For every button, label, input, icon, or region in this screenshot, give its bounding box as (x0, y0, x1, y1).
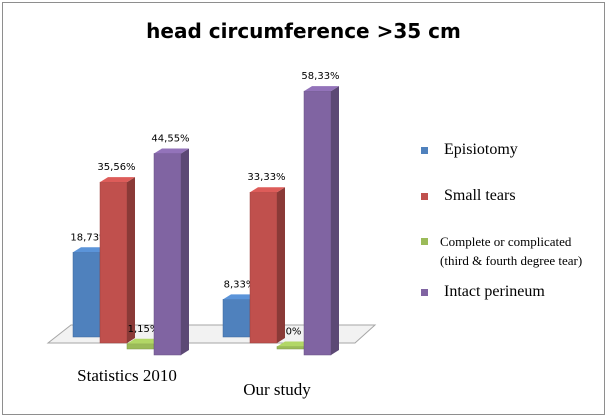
data-label-statistics-2010-small-tears: 35,56% (97, 162, 135, 173)
bar-top-our-study-intact-perineum (304, 86, 339, 92)
category-label-our-study: Our study (243, 380, 311, 399)
bar-top-our-study-episiotomy (223, 294, 258, 300)
legend-swatch-episiotomy (421, 147, 428, 154)
bar-side-our-study-small-tears (277, 187, 285, 343)
data-label-statistics-2010-episiotomy: 18,73% (70, 232, 108, 243)
bar-statistics-2010-small-tears (99, 181, 128, 344)
legend-swatch-intact-perineum (421, 289, 428, 296)
bar-top-our-study-small-tears (250, 187, 285, 193)
legend-label-episiotomy: Episiotomy (444, 141, 518, 158)
bar-side-statistics-2010-intact-perineum (181, 148, 189, 355)
bar-side-statistics-2010-small-tears (127, 177, 135, 343)
legend-item-episiotomy: Episiotomy (421, 141, 518, 159)
legend-label-small-tears: Small tears (444, 187, 516, 204)
chart-plot-area: 18,73% 35,56% 1,15% 44,55% Statistics 2010 8,… (46, 71, 377, 399)
bar-our-study-small-tears (249, 191, 278, 344)
bar-side-our-study-intact-perineum (331, 86, 339, 356)
data-label-our-study-complete-or: 0% (286, 327, 302, 338)
bar-statistics-2010-complete-or (126, 343, 155, 350)
legend-swatch-complete-tear (421, 238, 428, 245)
legend-swatch-small-tears (421, 193, 428, 200)
legend-item-intact-perineum: Intact perineum (421, 283, 545, 301)
legend-label-complete-tear-line2: (third & fourth degree tear) (440, 253, 583, 268)
data-label-our-study-intact-perineum: 58,33% (301, 71, 339, 82)
legend-item-complete-tear: Complete or complicated (third & fourth … (421, 232, 582, 270)
chart-frame: head circumference >35 cm 18,73% 35,56% 1,… (2, 2, 605, 415)
legend-label-complete-tear: Complete or complicated (third & fourth … (440, 232, 582, 270)
bar-top-statistics-2010-intact-perineum (154, 148, 189, 154)
legend-label-complete-tear-line1: Complete or complicated (440, 234, 572, 249)
legend-item-small-tears: Small tears (421, 187, 516, 205)
data-label-our-study-episiotomy: 8,33% (224, 279, 256, 290)
bar-top-our-study-complete-or (277, 341, 312, 347)
chart-title: head circumference >35 cm (146, 19, 461, 43)
category-label-statistics-2010: Statistics 2010 (77, 366, 177, 385)
bar-our-study-episiotomy (222, 299, 251, 338)
legend-label-intact-perineum: Intact perineum (444, 283, 545, 300)
bar-our-study-intact-perineum (303, 90, 332, 356)
bar-statistics-2010-episiotomy (72, 252, 101, 338)
bar-top-statistics-2010-small-tears (100, 177, 135, 183)
bar-our-study-complete-or (276, 346, 305, 350)
bar-statistics-2010-intact-perineum (153, 153, 182, 356)
bar-top-statistics-2010-episiotomy (73, 247, 108, 253)
data-label-statistics-2010-complete-or: 1,15% (128, 324, 160, 335)
bar-top-statistics-2010-complete-or (127, 338, 162, 344)
data-label-our-study-small-tears: 33,33% (247, 172, 285, 183)
data-label-statistics-2010-intact-perineum: 44,55% (151, 133, 189, 144)
